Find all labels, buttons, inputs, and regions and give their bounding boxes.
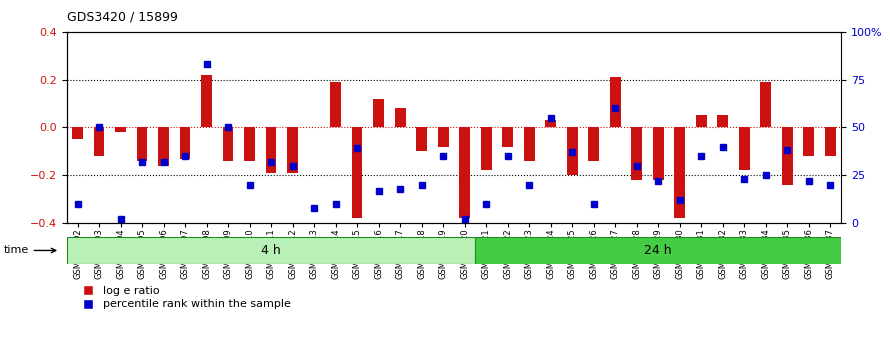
Bar xyxy=(760,82,771,127)
Text: 24 h: 24 h xyxy=(644,244,672,257)
Bar xyxy=(524,127,535,161)
Legend: log e ratio, percentile rank within the sample: log e ratio, percentile rank within the … xyxy=(72,282,295,314)
Bar xyxy=(782,127,793,185)
Bar xyxy=(266,127,277,173)
Bar xyxy=(115,127,125,132)
Bar xyxy=(201,75,212,127)
Bar xyxy=(739,127,749,170)
Text: time: time xyxy=(4,245,56,256)
Bar xyxy=(675,127,685,218)
Bar xyxy=(567,127,578,175)
Bar xyxy=(395,108,406,127)
Bar xyxy=(137,127,148,161)
Bar xyxy=(158,127,169,166)
Bar xyxy=(373,99,384,127)
Bar xyxy=(481,127,491,170)
Bar xyxy=(244,127,255,161)
Bar xyxy=(352,127,362,218)
Bar xyxy=(287,127,298,173)
Bar xyxy=(475,237,841,264)
Bar xyxy=(717,115,728,127)
Text: 4 h: 4 h xyxy=(261,244,281,257)
Bar xyxy=(546,120,556,127)
Bar xyxy=(180,127,190,159)
Bar xyxy=(825,127,836,156)
Bar xyxy=(438,127,449,147)
Bar xyxy=(330,82,341,127)
Bar xyxy=(804,127,814,156)
Bar xyxy=(67,237,475,264)
Bar xyxy=(417,127,427,152)
Bar xyxy=(631,127,642,180)
Bar xyxy=(93,127,104,156)
Bar xyxy=(696,115,707,127)
Bar xyxy=(459,127,470,218)
Bar xyxy=(72,127,83,139)
Bar xyxy=(222,127,233,161)
Bar xyxy=(588,127,599,161)
Bar xyxy=(610,77,620,127)
Bar xyxy=(653,127,664,180)
Text: GDS3420 / 15899: GDS3420 / 15899 xyxy=(67,10,178,23)
Bar xyxy=(502,127,513,147)
